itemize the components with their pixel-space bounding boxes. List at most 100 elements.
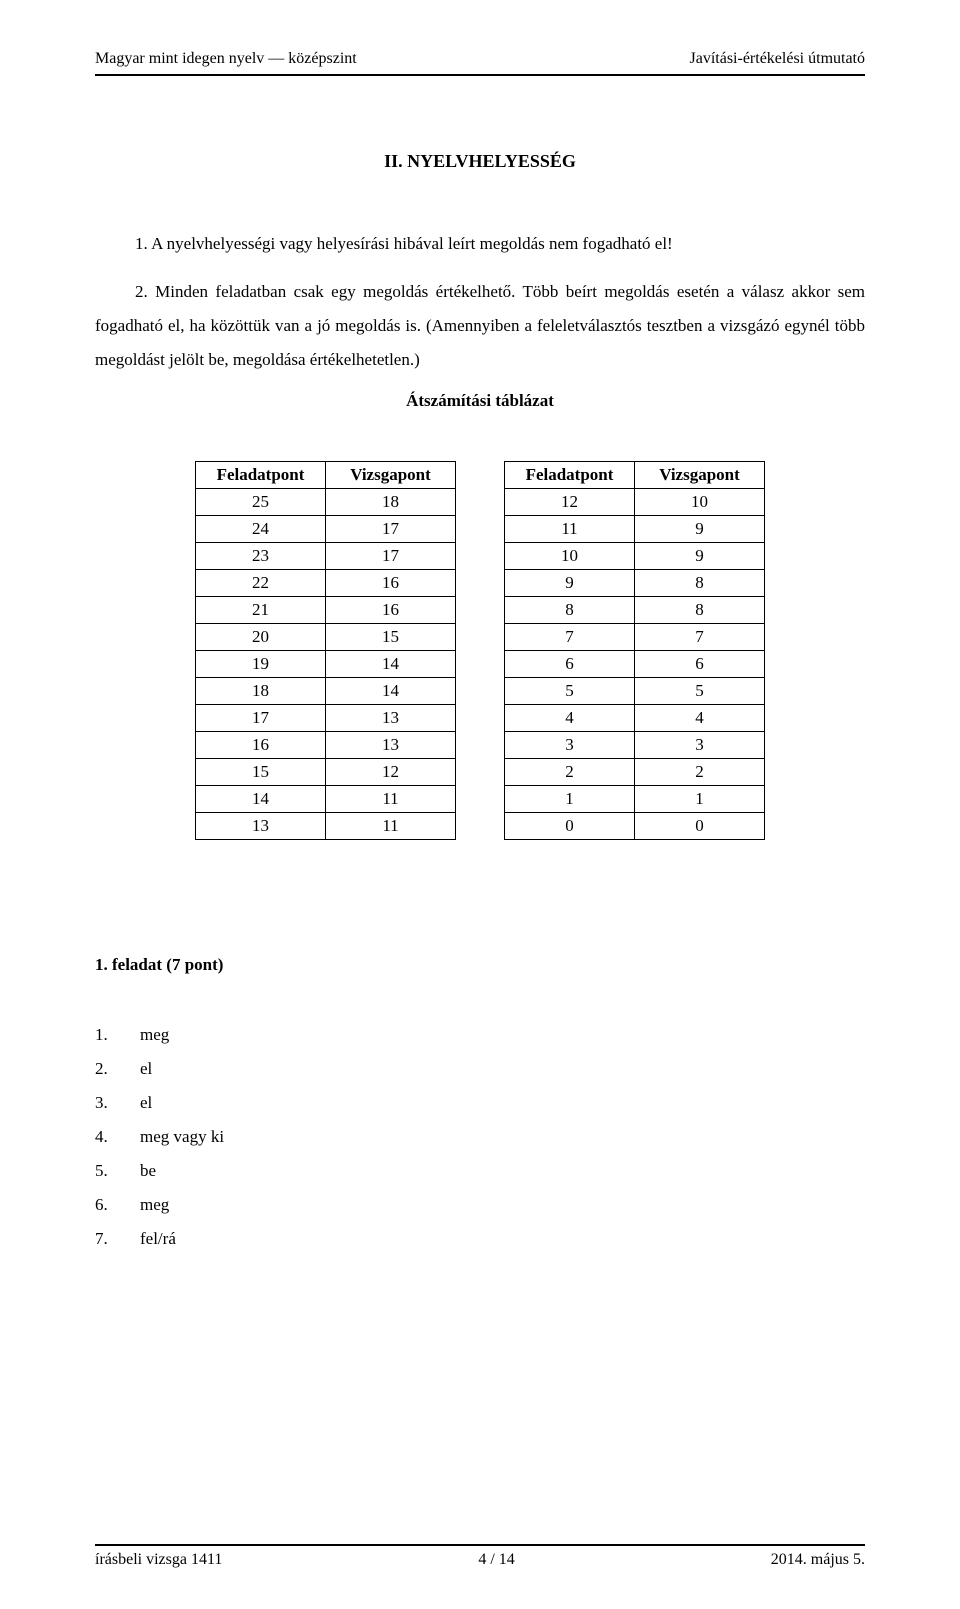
cell-vizsgapont: 3	[635, 732, 765, 759]
cell-feladatpont: 11	[505, 516, 635, 543]
cell-vizsgapont: 15	[326, 624, 456, 651]
cell-feladatpont: 2	[505, 759, 635, 786]
answer-number: 3.	[95, 1093, 140, 1113]
table-row: 1311	[196, 813, 456, 840]
answer-row: 2.el	[95, 1059, 865, 1079]
cell-feladatpont: 15	[196, 759, 326, 786]
cell-feladatpont: 5	[505, 678, 635, 705]
table-row: 1512	[196, 759, 456, 786]
p2-number: 2.	[135, 282, 148, 301]
answer-text: meg	[140, 1025, 169, 1045]
col-header-vizsgapont: Vizsgapont	[326, 462, 456, 489]
task-title: 1. feladat (7 pont)	[95, 955, 865, 975]
conversion-tables: Feladatpont Vizsgapont 25182417231722162…	[95, 461, 865, 840]
answer-text: el	[140, 1093, 152, 1113]
cell-vizsgapont: 13	[326, 732, 456, 759]
p1-text: A nyelvhelyességi vagy helyesírási hibáv…	[151, 234, 673, 253]
table-row: 119	[505, 516, 765, 543]
conversion-table-title: Átszámítási táblázat	[95, 391, 865, 411]
table-row: 2015	[196, 624, 456, 651]
table-row: 44	[505, 705, 765, 732]
cell-feladatpont: 3	[505, 732, 635, 759]
table-row: 2116	[196, 597, 456, 624]
answer-row: 4.meg vagy ki	[95, 1127, 865, 1147]
cell-feladatpont: 4	[505, 705, 635, 732]
cell-feladatpont: 14	[196, 786, 326, 813]
table-row: 109	[505, 543, 765, 570]
table-row: 77	[505, 624, 765, 651]
table-row: 11	[505, 786, 765, 813]
table-row: 1411	[196, 786, 456, 813]
cell-feladatpont: 1	[505, 786, 635, 813]
table-row: 00	[505, 813, 765, 840]
footer-rule	[95, 1544, 865, 1546]
cell-feladatpont: 6	[505, 651, 635, 678]
cell-vizsgapont: 6	[635, 651, 765, 678]
cell-feladatpont: 22	[196, 570, 326, 597]
cell-vizsgapont: 10	[635, 489, 765, 516]
cell-feladatpont: 7	[505, 624, 635, 651]
table-row: 88	[505, 597, 765, 624]
cell-vizsgapont: 8	[635, 597, 765, 624]
cell-feladatpont: 17	[196, 705, 326, 732]
cell-vizsgapont: 5	[635, 678, 765, 705]
cell-feladatpont: 21	[196, 597, 326, 624]
cell-vizsgapont: 4	[635, 705, 765, 732]
answer-number: 2.	[95, 1059, 140, 1079]
paragraph-1: 1. A nyelvhelyességi vagy helyesírási hi…	[95, 227, 865, 261]
table-row: 2417	[196, 516, 456, 543]
cell-feladatpont: 13	[196, 813, 326, 840]
page-footer: írásbeli vizsga 1411 4 / 14 2014. május …	[95, 1544, 865, 1569]
p1-number: 1.	[135, 234, 148, 253]
cell-vizsgapont: 9	[635, 543, 765, 570]
table-row: 1814	[196, 678, 456, 705]
cell-feladatpont: 18	[196, 678, 326, 705]
answer-text: meg	[140, 1195, 169, 1215]
cell-vizsgapont: 11	[326, 786, 456, 813]
answer-number: 5.	[95, 1161, 140, 1181]
cell-vizsgapont: 14	[326, 678, 456, 705]
answer-number: 1.	[95, 1025, 140, 1045]
table-row: 22	[505, 759, 765, 786]
cell-vizsgapont: 2	[635, 759, 765, 786]
cell-feladatpont: 10	[505, 543, 635, 570]
cell-vizsgapont: 14	[326, 651, 456, 678]
col-header-feladatpont: Feladatpont	[196, 462, 326, 489]
answer-row: 1.meg	[95, 1025, 865, 1045]
footer-right: 2014. május 5.	[771, 1551, 865, 1569]
cell-vizsgapont: 11	[326, 813, 456, 840]
cell-feladatpont: 0	[505, 813, 635, 840]
cell-feladatpont: 8	[505, 597, 635, 624]
cell-vizsgapont: 9	[635, 516, 765, 543]
header-right: Javítási-értékelési útmutató	[690, 50, 866, 68]
answer-text: meg vagy ki	[140, 1127, 224, 1147]
cell-vizsgapont: 7	[635, 624, 765, 651]
table-row: 98	[505, 570, 765, 597]
answer-row: 7.fel/rá	[95, 1229, 865, 1249]
answer-number: 6.	[95, 1195, 140, 1215]
footer-left: írásbeli vizsga 1411	[95, 1551, 222, 1569]
answer-text: be	[140, 1161, 156, 1181]
cell-vizsgapont: 1	[635, 786, 765, 813]
cell-feladatpont: 12	[505, 489, 635, 516]
table-row: 2518	[196, 489, 456, 516]
table-row: 1613	[196, 732, 456, 759]
cell-vizsgapont: 13	[326, 705, 456, 732]
table-row: 2216	[196, 570, 456, 597]
table-row: 1210	[505, 489, 765, 516]
table-header-row: Feladatpont Vizsgapont	[196, 462, 456, 489]
table-header-row: Feladatpont Vizsgapont	[505, 462, 765, 489]
table-row: 2317	[196, 543, 456, 570]
table-row: 66	[505, 651, 765, 678]
table-row: 1713	[196, 705, 456, 732]
cell-vizsgapont: 16	[326, 597, 456, 624]
cell-feladatpont: 19	[196, 651, 326, 678]
answer-row: 5.be	[95, 1161, 865, 1181]
answers-list: 1.meg2.el3.el4.meg vagy ki5.be6.meg7.fel…	[95, 1025, 865, 1249]
answer-number: 7.	[95, 1229, 140, 1249]
answer-text: fel/rá	[140, 1229, 176, 1249]
answer-row: 3.el	[95, 1093, 865, 1113]
section-title: II. NYELVHELYESSÉG	[95, 151, 865, 172]
cell-vizsgapont: 18	[326, 489, 456, 516]
page-header: Magyar mint idegen nyelv — középszint Ja…	[95, 50, 865, 68]
